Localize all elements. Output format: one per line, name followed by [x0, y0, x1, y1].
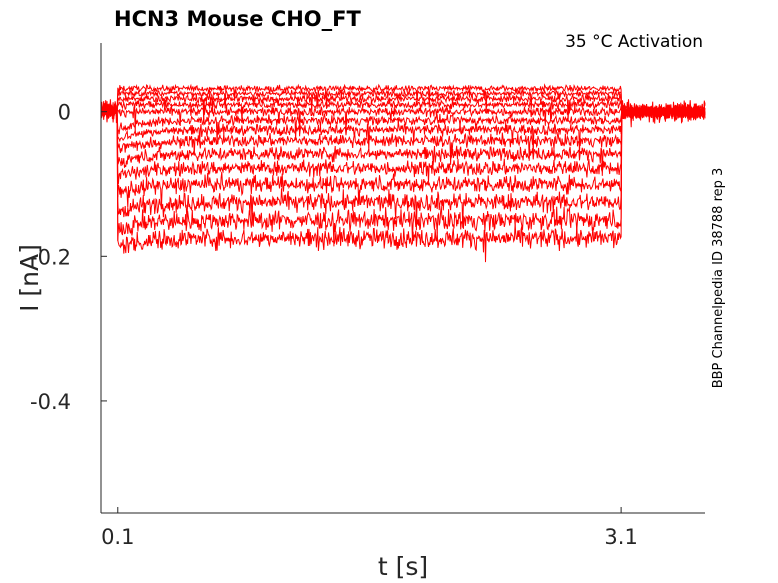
y-axis-label: I [nA] — [15, 244, 44, 312]
trace-line-12 — [100, 100, 706, 231]
temperature-protocol-annotation: 35 °C Activation — [565, 32, 703, 52]
trace-line-9 — [100, 102, 706, 176]
chart-title: HCN3 Mouse CHO_FT — [114, 7, 361, 31]
trace-line-3 — [100, 92, 706, 122]
y-tick-label: -0.2 — [30, 245, 71, 269]
x-tick-label: 0.1 — [101, 525, 134, 549]
trace-line-7 — [100, 104, 706, 155]
y-tick-label: -0.4 — [30, 390, 71, 414]
x-ticks: 0.1 3.1 — [101, 507, 638, 549]
trace-line-6 — [101, 106, 706, 145]
trace-line-11 — [100, 100, 706, 210]
trace-line-4 — [100, 98, 706, 124]
channelpedia-id-label: BBP Channelpedia ID 38788 rep 3 — [711, 168, 726, 389]
trace-line-5 — [100, 104, 706, 137]
x-tick-label: 3.1 — [604, 525, 637, 549]
y-tick-label: 0 — [58, 101, 71, 125]
trace-line-10 — [100, 101, 706, 185]
trace-line-13 — [100, 99, 706, 247]
trace-line-8 — [100, 103, 706, 165]
trace-line-14 — [100, 100, 706, 263]
x-axis-label: t [s] — [378, 552, 428, 581]
trace-line-1 — [100, 83, 706, 118]
y-ticks: 0 -0.2 -0.4 — [30, 101, 107, 414]
traces-group — [100, 83, 706, 263]
